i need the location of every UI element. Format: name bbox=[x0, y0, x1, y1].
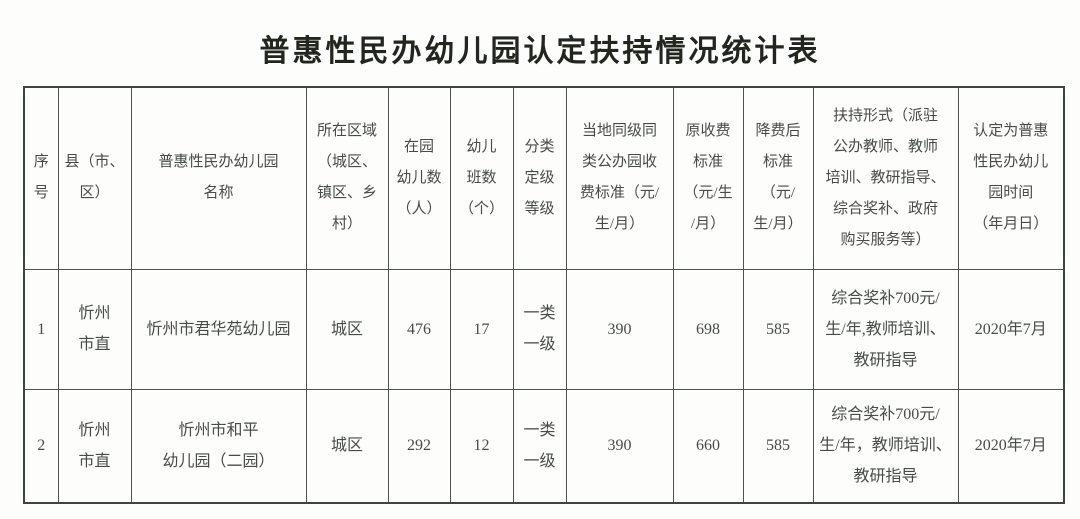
cell-public-fee-standard: 390 bbox=[565, 388, 674, 504]
col-header-recognition-date: 认定为普惠 性民办幼儿 园时间 （年月日） bbox=[957, 86, 1065, 270]
cell-support-form: 综合奖补700元/ 生/年，教师培训、 教研指导 bbox=[812, 388, 959, 504]
cell-grade: 一类 一级 bbox=[512, 388, 567, 504]
col-header-support-form: 扶持形式（派驻 公办教师、教师 培训、教研指导、 综合奖补、政府 购买服务等） bbox=[812, 86, 959, 270]
col-header-class-count: 幼儿 班数 （个） bbox=[449, 86, 514, 270]
cell-region: 城区 bbox=[305, 268, 389, 390]
cell-support-form: 综合奖补700元/ 生/年,教师培训、 教研指导 bbox=[812, 268, 959, 390]
statistics-table: 序 号 县（市、 区） 普惠性民办幼儿园 名称 所在区域 （城区、 镇区、乡 村… bbox=[23, 86, 1065, 504]
cell-kindergarten-name: 忻州市和平 幼儿园（二园） bbox=[130, 388, 307, 504]
cell-original-fee: 698 bbox=[672, 268, 744, 390]
page-title: 普惠性民办幼儿园认定扶持情况统计表 bbox=[259, 35, 821, 68]
cell-class-count: 12 bbox=[449, 388, 514, 504]
header-row: 序 号 县（市、 区） 普惠性民办幼儿园 名称 所在区域 （城区、 镇区、乡 村… bbox=[23, 86, 1065, 270]
col-header-public-fee-standard: 当地同级同 类公办园收 费标准（元/ 生/月） bbox=[565, 86, 674, 270]
cell-region: 城区 bbox=[305, 388, 389, 504]
cell-serial: 2 bbox=[23, 388, 59, 504]
cell-children-count: 476 bbox=[387, 268, 451, 390]
cell-serial: 1 bbox=[23, 268, 59, 390]
col-header-original-fee: 原收费 标准 （元/生 /月） bbox=[672, 86, 744, 270]
cell-reduced-fee: 585 bbox=[742, 388, 814, 504]
cell-public-fee-standard: 390 bbox=[565, 268, 674, 390]
cell-recognition-date: 2020年7月 bbox=[957, 388, 1065, 504]
cell-children-count: 292 bbox=[387, 388, 451, 504]
col-header-reduced-fee: 降费后 标准 （元/ 生/月） bbox=[742, 86, 814, 270]
col-header-serial: 序 号 bbox=[23, 86, 59, 270]
cell-grade: 一类 一级 bbox=[512, 268, 567, 390]
col-header-region: 所在区域 （城区、 镇区、乡 村） bbox=[305, 86, 389, 270]
cell-county: 忻州 市直 bbox=[57, 388, 132, 504]
col-header-kindergarten-name: 普惠性民办幼儿园 名称 bbox=[130, 86, 307, 270]
col-header-county: 县（市、 区） bbox=[57, 86, 132, 270]
cell-original-fee: 660 bbox=[672, 388, 744, 504]
cell-reduced-fee: 585 bbox=[742, 268, 814, 390]
col-header-grade: 分类 定级 等级 bbox=[512, 86, 567, 270]
cell-class-count: 17 bbox=[449, 268, 514, 390]
table-row: 2 忻州 市直 忻州市和平 幼儿园（二园） 城区 292 12 一类 一级 39… bbox=[23, 388, 1065, 504]
cell-recognition-date: 2020年7月 bbox=[957, 268, 1065, 390]
col-header-children-count: 在园 幼儿数 （人） bbox=[387, 86, 451, 270]
cell-county: 忻州 市直 bbox=[57, 268, 132, 390]
table-row: 1 忻州 市直 忻州市君华苑幼儿园 城区 476 17 一类 一级 390 69… bbox=[23, 268, 1065, 390]
cell-kindergarten-name: 忻州市君华苑幼儿园 bbox=[130, 268, 307, 390]
